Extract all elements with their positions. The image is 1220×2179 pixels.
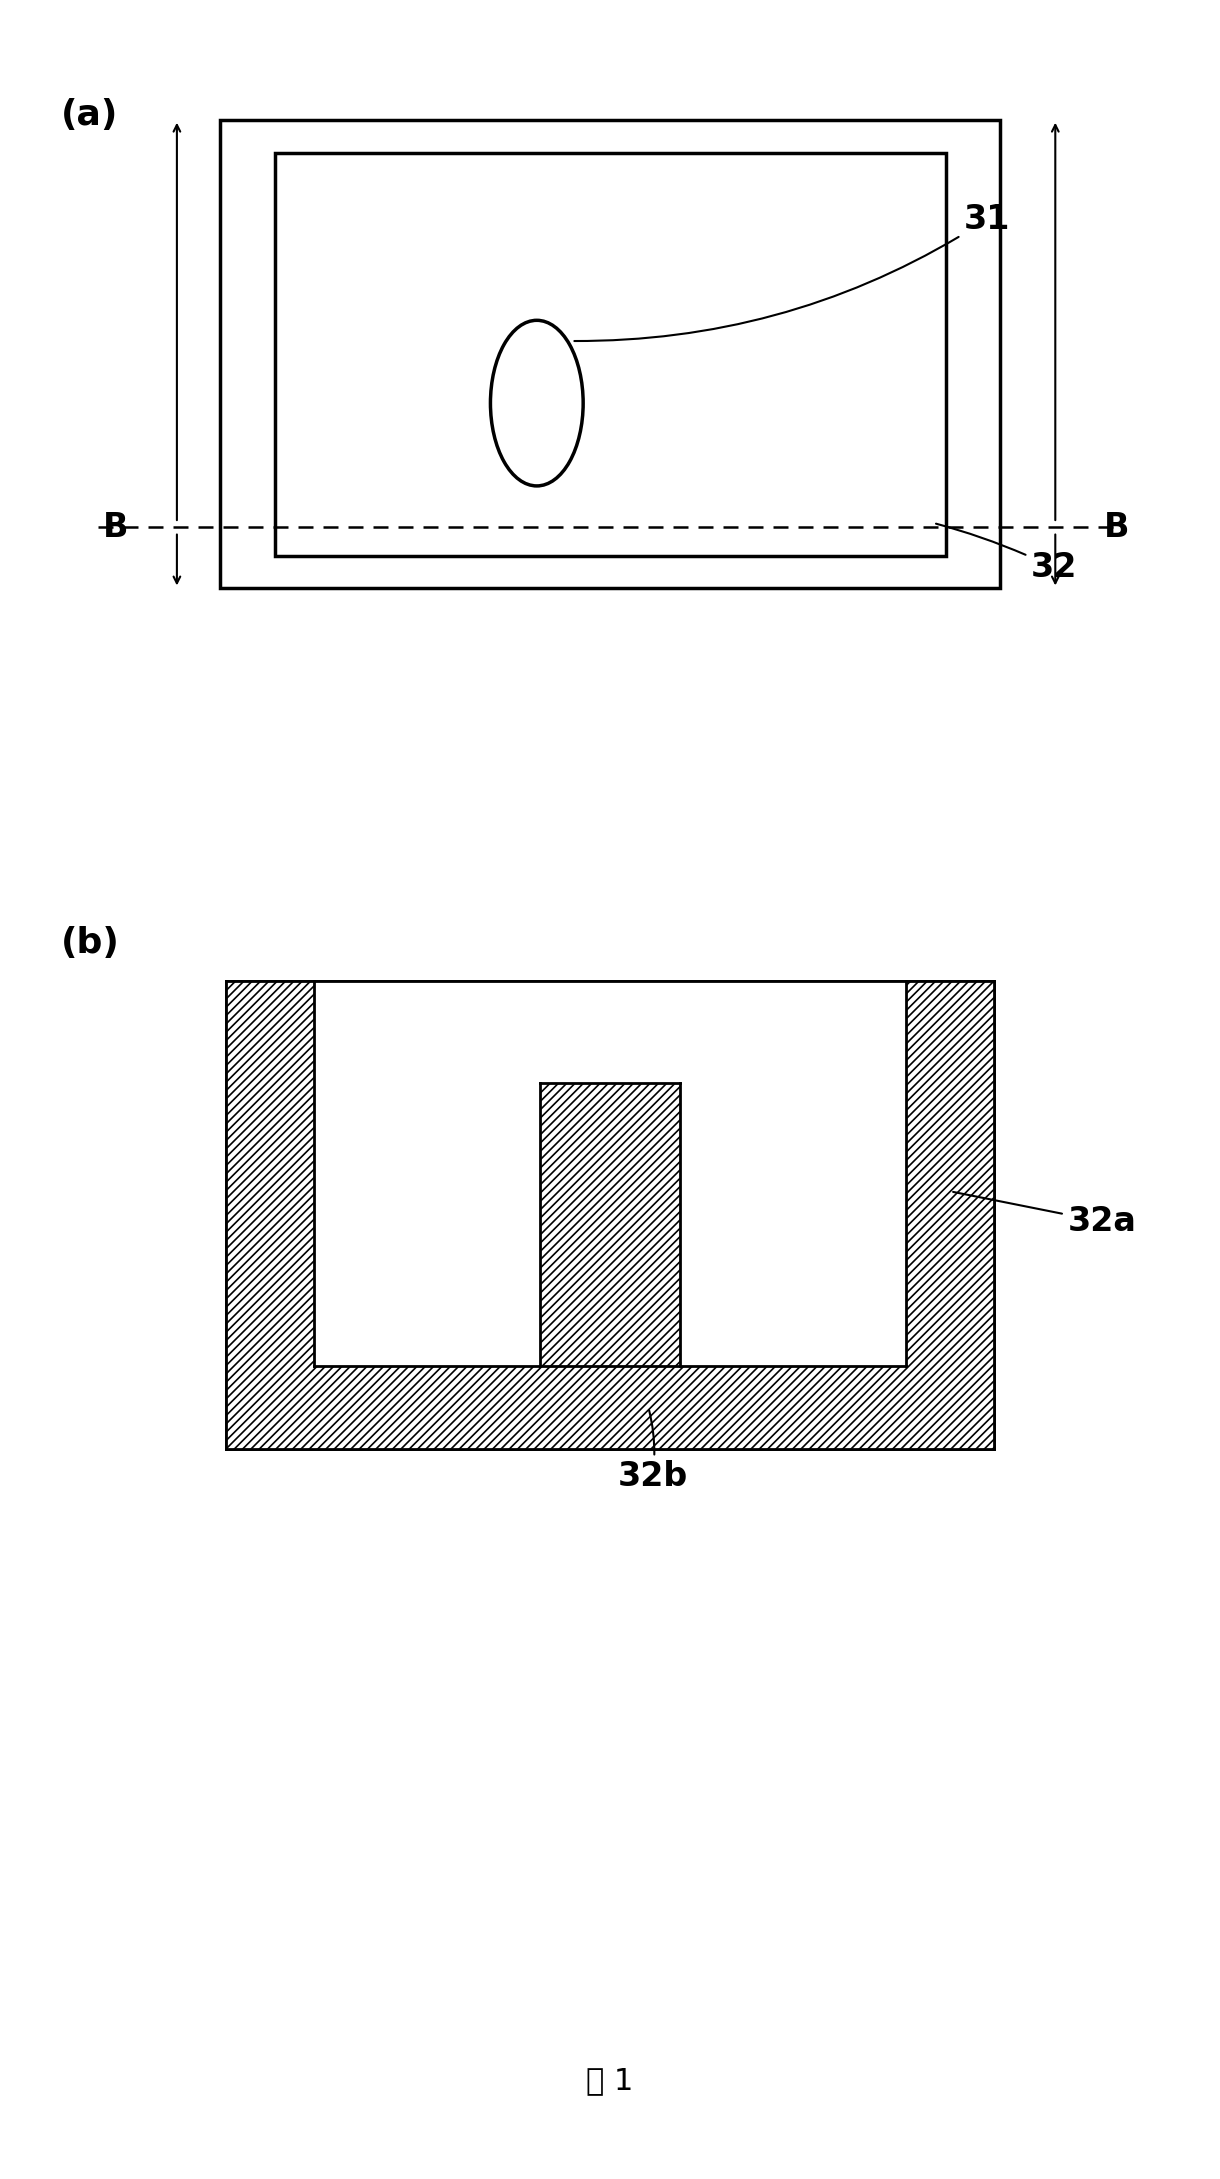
Bar	[274, 153, 946, 556]
Text: 31: 31	[575, 203, 1010, 342]
Text: 32b: 32b	[617, 1410, 688, 1493]
Bar	[906, 981, 994, 1449]
Text: 32a: 32a	[953, 1192, 1136, 1238]
Text: B: B	[104, 510, 128, 545]
Text: 图 1: 图 1	[587, 2066, 633, 2096]
Bar	[226, 981, 994, 1449]
Bar	[226, 981, 314, 1449]
Bar	[226, 1366, 994, 1449]
Bar	[220, 120, 1000, 588]
Bar	[539, 981, 681, 1083]
Text: (a): (a)	[61, 98, 118, 133]
Circle shape	[490, 320, 583, 486]
Text: (b): (b)	[61, 926, 120, 961]
Bar	[539, 1083, 681, 1366]
Text: 32: 32	[936, 523, 1077, 584]
Bar	[314, 981, 539, 1366]
Bar	[681, 981, 906, 1366]
Text: B: B	[1104, 510, 1129, 545]
